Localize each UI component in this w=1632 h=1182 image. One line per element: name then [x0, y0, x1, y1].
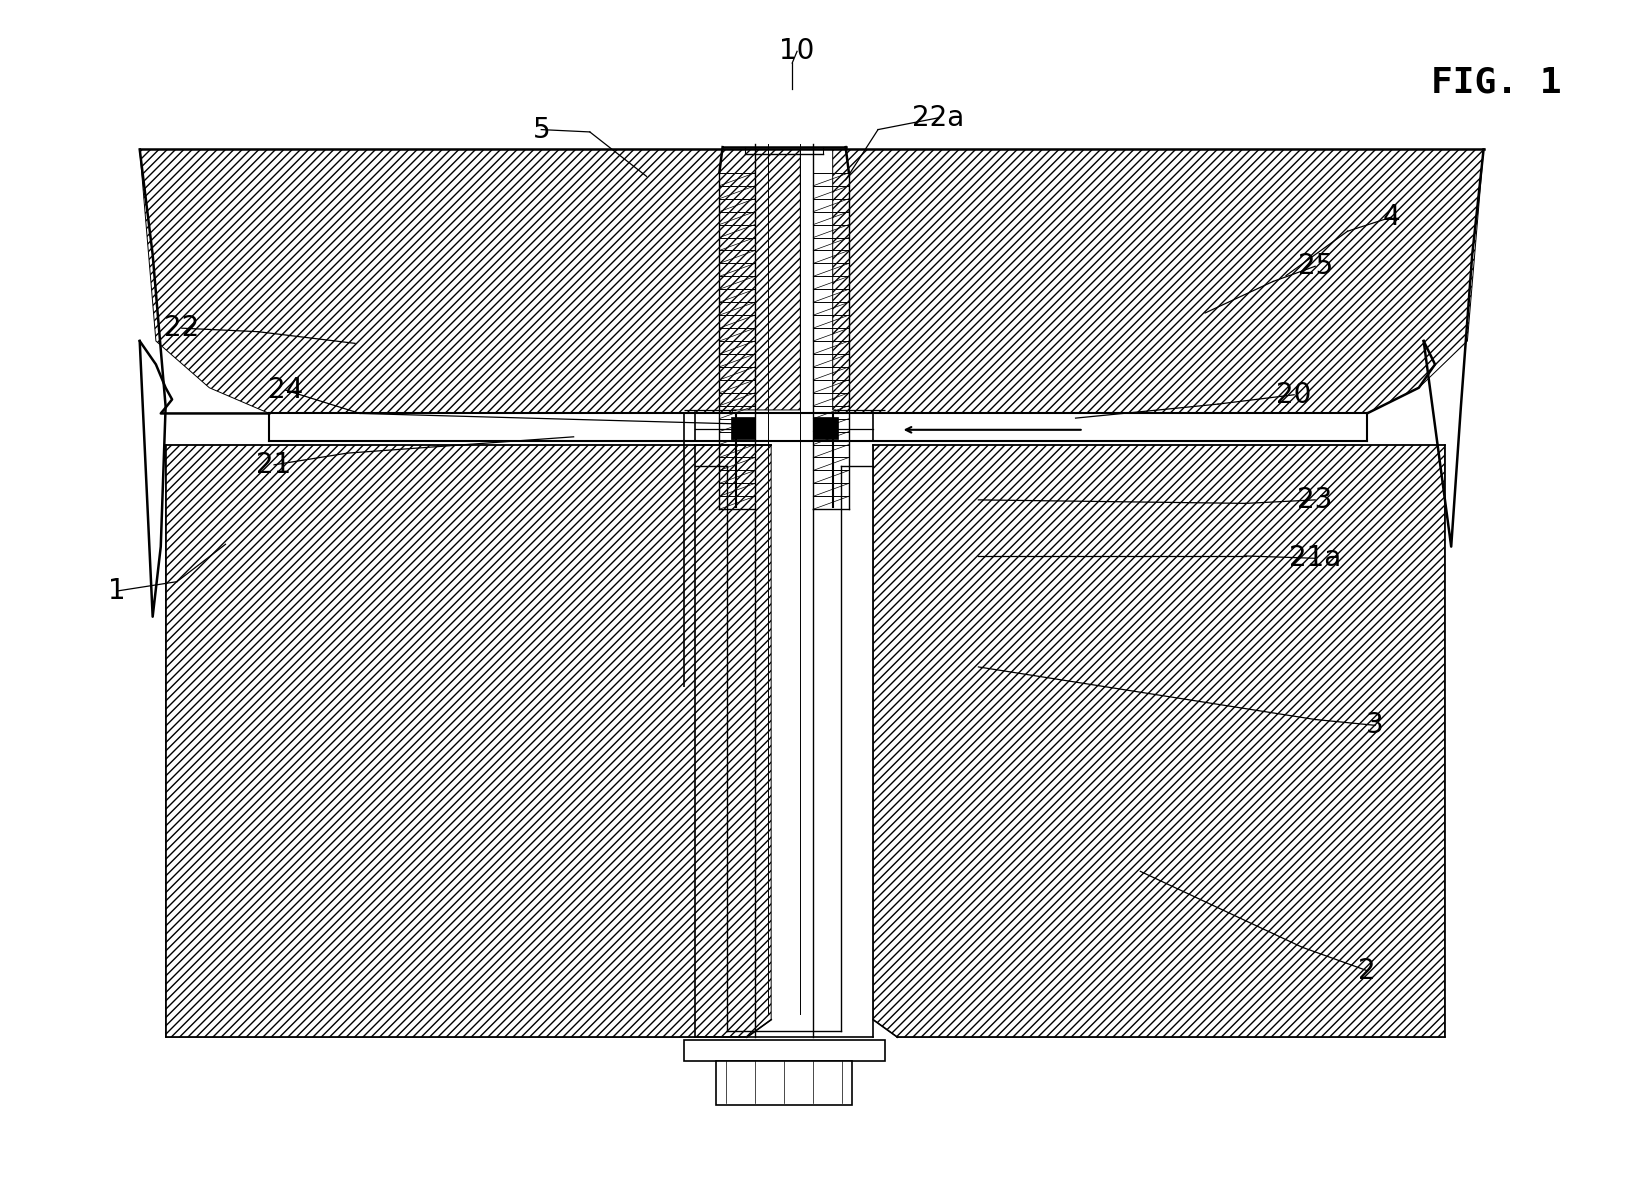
Polygon shape	[165, 444, 770, 1038]
Bar	[716, 1060, 852, 1105]
Polygon shape	[832, 149, 1482, 414]
Text: 5: 5	[532, 116, 550, 143]
Text: 2: 2	[1358, 956, 1376, 985]
Text: 3: 3	[1366, 712, 1384, 739]
Text: 23: 23	[1297, 486, 1332, 514]
Text: 4: 4	[1382, 203, 1399, 232]
Text: 21a: 21a	[1288, 544, 1340, 572]
Bar	[730, 417, 754, 440]
Polygon shape	[873, 444, 1444, 1038]
Bar	[813, 417, 837, 440]
Text: 21: 21	[256, 450, 292, 479]
Text: 20: 20	[1276, 381, 1310, 409]
Polygon shape	[140, 149, 800, 414]
Text: 1: 1	[108, 577, 126, 605]
Text: 10: 10	[778, 38, 814, 65]
Text: 22: 22	[165, 314, 199, 342]
Bar	[684, 1039, 885, 1060]
Text: FIG. 1: FIG. 1	[1430, 66, 1560, 99]
Text: 25: 25	[1297, 252, 1332, 280]
Text: 24: 24	[268, 376, 304, 404]
Text: 22a: 22a	[911, 104, 963, 132]
